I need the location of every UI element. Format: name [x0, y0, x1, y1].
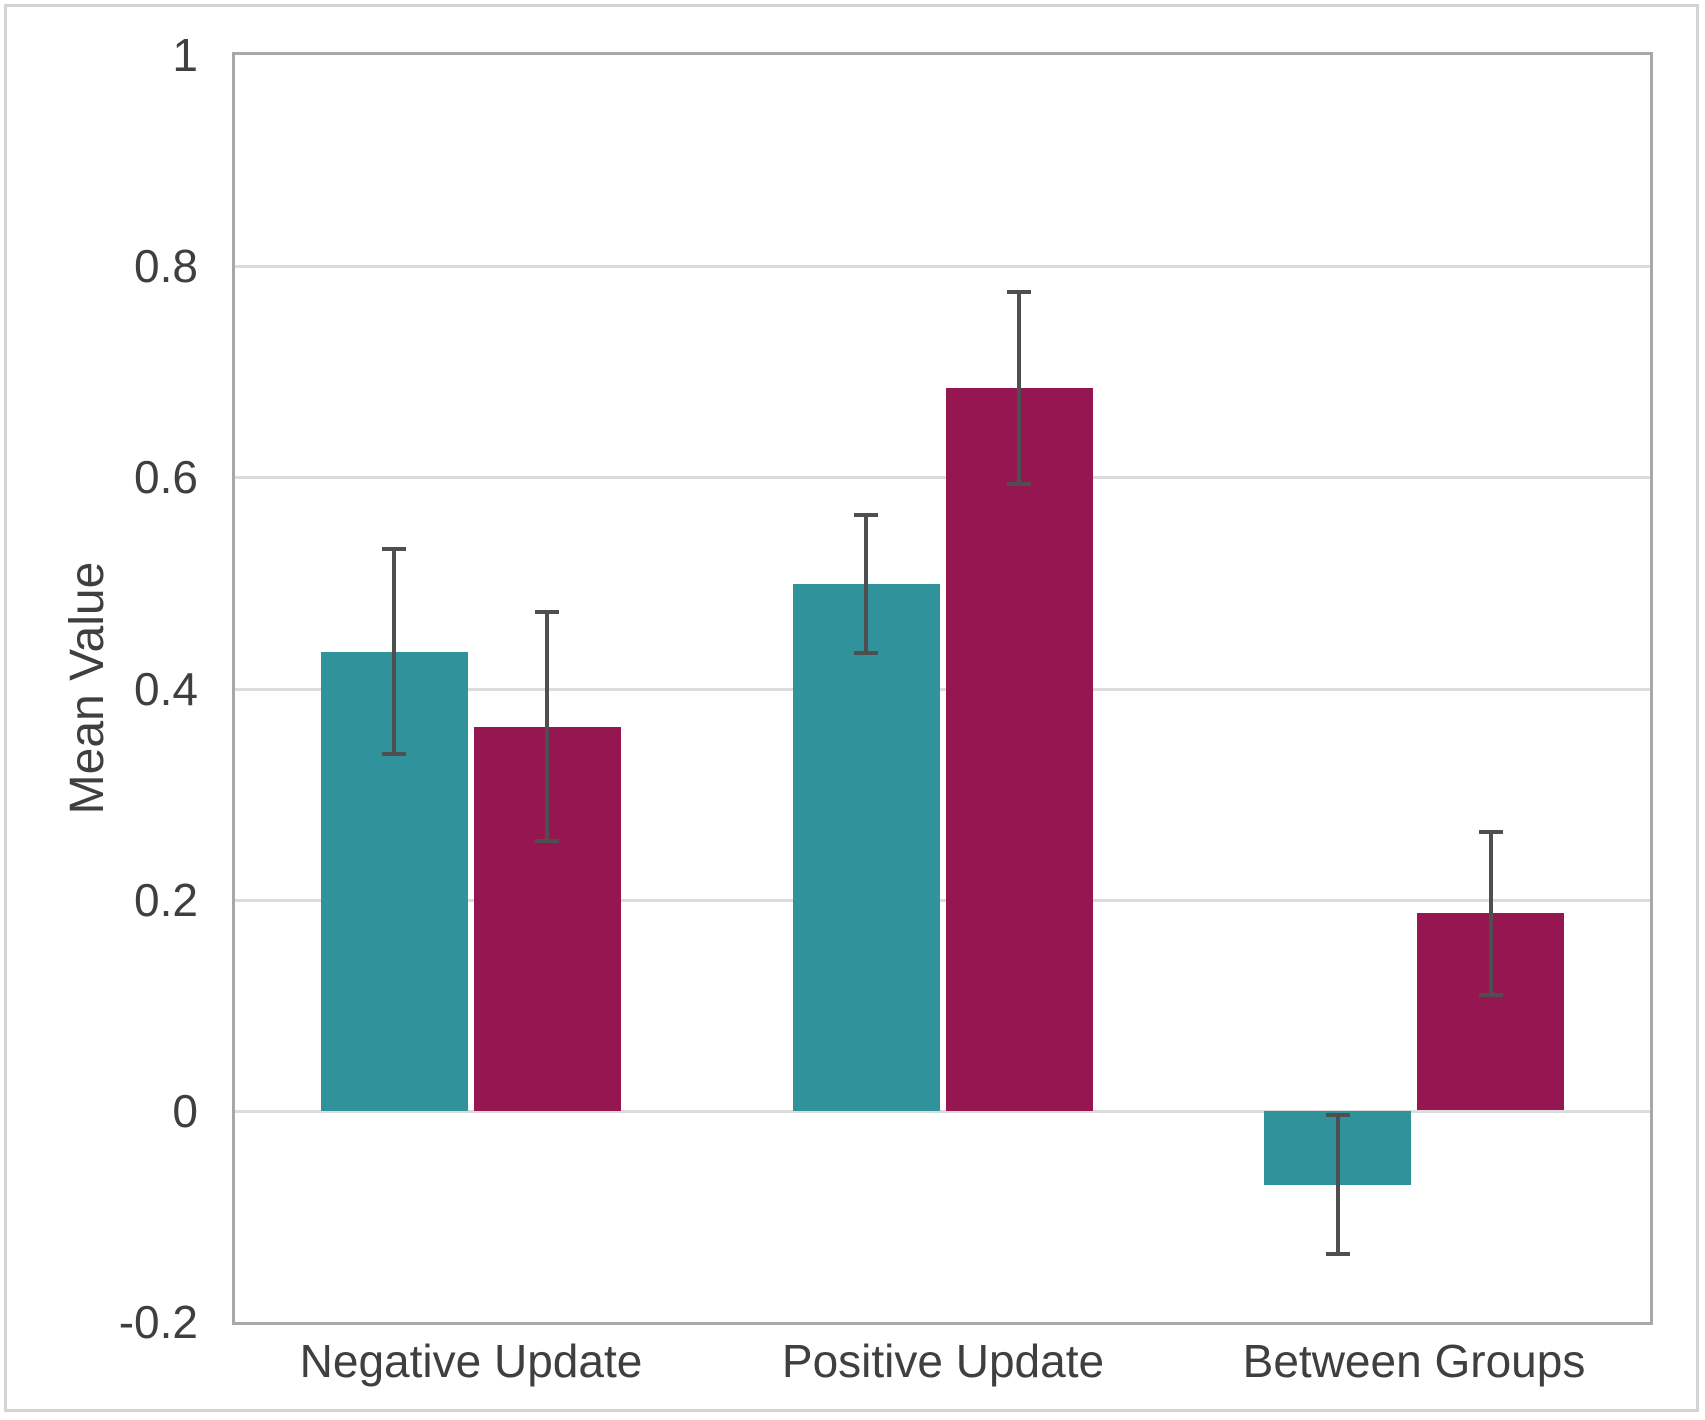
- y-tick-label-0: 0: [172, 1085, 198, 1137]
- error-bar-cap-bottom-teal-negative-update: [382, 752, 406, 756]
- x-category-label-positive-update: Positive Update: [781, 1335, 1105, 1387]
- y-tick-label-0-2: 0.2: [134, 874, 198, 926]
- y-tick-label-0-4: 0.4: [134, 663, 198, 715]
- x-category-label-between-groups: Between Groups: [1242, 1335, 1586, 1387]
- error-bar-cap-bottom-crimson-between-groups: [1479, 993, 1503, 997]
- error-bar-cap-bottom-teal-between-groups: [1326, 1252, 1350, 1256]
- bar-teal-positive-update: [793, 584, 940, 1111]
- plot-area: [232, 52, 1653, 1325]
- y-tick-label-1: 1: [172, 29, 198, 81]
- y-tick-label--0-2: -0.2: [118, 1296, 198, 1348]
- gridline-0-2: [235, 899, 1650, 902]
- x-category-label-negative-update: Negative Update: [299, 1335, 643, 1387]
- error-bar-line-teal-positive-update: [864, 515, 868, 653]
- error-bar-line-crimson-negative-update: [545, 612, 549, 841]
- error-bar-cap-top-crimson-positive-update: [1007, 290, 1031, 294]
- error-bar-line-teal-negative-update: [392, 549, 396, 754]
- error-bar-cap-bottom-crimson-positive-update: [1007, 482, 1031, 486]
- gridline-0-6: [235, 476, 1650, 479]
- bar-crimson-positive-update: [946, 388, 1093, 1111]
- y-tick-label-0-6: 0.6: [134, 451, 198, 503]
- error-bar-cap-top-crimson-negative-update: [535, 610, 559, 614]
- gridline-0-8: [235, 265, 1650, 268]
- gridline-0: [235, 1110, 1650, 1113]
- error-bar-cap-top-teal-between-groups: [1326, 1113, 1350, 1117]
- error-bar-line-crimson-positive-update: [1017, 292, 1021, 484]
- gridline-0-4: [235, 688, 1650, 691]
- y-tick-label-0-8: 0.8: [134, 240, 198, 292]
- error-bar-cap-top-crimson-between-groups: [1479, 830, 1503, 834]
- error-bar-cap-bottom-crimson-negative-update: [535, 839, 559, 843]
- error-bar-line-teal-between-groups: [1336, 1115, 1340, 1254]
- error-bar-cap-bottom-teal-positive-update: [854, 651, 878, 655]
- y-axis-title: Mean Value: [61, 561, 114, 815]
- error-bar-line-crimson-between-groups: [1489, 832, 1493, 995]
- error-bar-cap-top-teal-negative-update: [382, 547, 406, 551]
- error-bar-cap-top-teal-positive-update: [854, 513, 878, 517]
